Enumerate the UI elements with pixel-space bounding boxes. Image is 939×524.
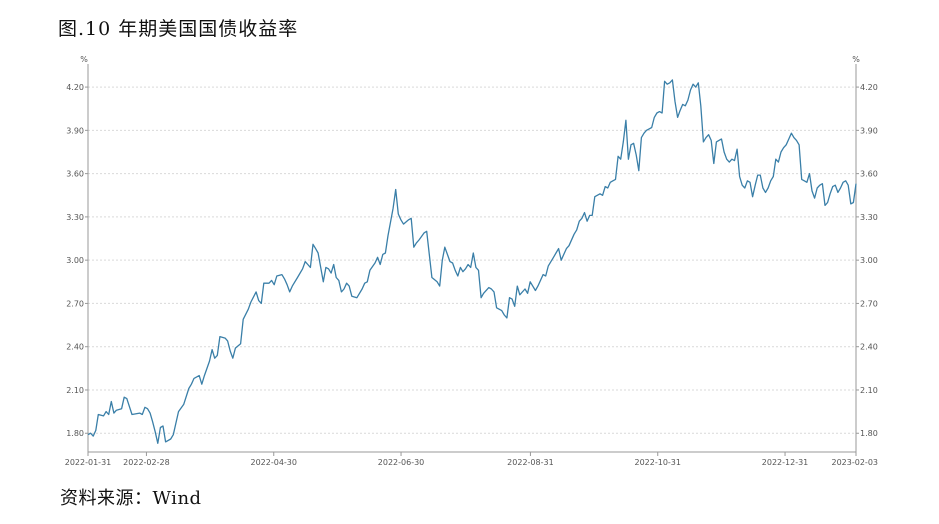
y-tick-label-left: 4.20: [66, 83, 84, 92]
x-tick-label: 2023-02-03: [832, 458, 879, 467]
x-tick-label: 2022-12-31: [762, 458, 809, 467]
chart-title: 图.10 年期美国国债收益率: [58, 18, 299, 40]
y-tick-label-left: 3.00: [66, 256, 84, 265]
y-tick-label-right: 2.40: [860, 343, 878, 352]
source-note: 资料来源：Wind: [60, 488, 202, 509]
y-tick-label-right: 2.70: [860, 299, 878, 308]
x-tick-label: 2022-08-31: [507, 458, 554, 467]
y-tick-label-right: 3.90: [860, 126, 878, 135]
series-line: [87, 79, 857, 444]
y-tick-label-right: 4.20: [860, 83, 878, 92]
x-tick-label: 2022-01-31: [65, 458, 112, 467]
y-tick-label-right: 3.30: [860, 213, 878, 222]
left-axis-unit: %: [80, 55, 88, 64]
y-tick-label-left: 3.30: [66, 213, 84, 222]
x-tick-label: 2022-02-28: [123, 458, 170, 467]
y-tick-label-left: 2.70: [66, 299, 84, 308]
x-tick-label: 2022-10-31: [634, 458, 681, 467]
y-tick-label-left: 2.40: [66, 343, 84, 352]
x-tick-label: 2022-04-30: [250, 458, 297, 467]
y-tick-label-left: 1.80: [66, 429, 84, 438]
right-axis-unit: %: [852, 55, 860, 64]
y-tick-label-left: 3.60: [66, 170, 84, 179]
y-tick-label-right: 3.60: [860, 170, 878, 179]
y-tick-label-right: 1.80: [860, 429, 878, 438]
y-tick-label-left: 3.90: [66, 126, 84, 135]
y-ticks: 1.80 1.80 2.10 2.10 2.40 2.40 2.70 2.70 3.00 3.00…: [66, 83, 878, 438]
x-tick-label: 2022-06-30: [378, 458, 425, 467]
y-tick-label-right: 2.10: [860, 386, 878, 395]
y-tick-label-right: 3.00: [860, 256, 878, 265]
y-tick-label-left: 2.10: [66, 386, 84, 395]
x-ticks: 2022-01-31 2022-02-28 2022-04-30 2022-06-30…: [65, 452, 878, 467]
